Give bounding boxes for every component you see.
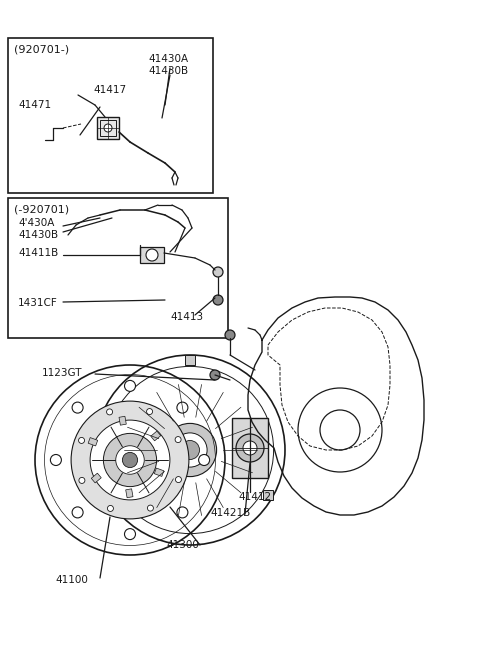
- Text: 4'430A: 4'430A: [18, 218, 54, 228]
- Circle shape: [71, 401, 189, 519]
- Circle shape: [147, 505, 154, 511]
- Circle shape: [199, 455, 210, 466]
- Text: 41430A: 41430A: [148, 54, 188, 64]
- Circle shape: [243, 441, 257, 455]
- Circle shape: [122, 453, 138, 468]
- Text: (920701-): (920701-): [14, 44, 69, 54]
- Circle shape: [108, 505, 113, 511]
- Text: 41300: 41300: [166, 540, 199, 550]
- Text: 1431CF: 1431CF: [18, 298, 58, 308]
- Circle shape: [72, 507, 83, 518]
- Bar: [154, 468, 164, 476]
- Circle shape: [79, 438, 84, 443]
- Bar: [140, 247, 164, 263]
- Circle shape: [225, 330, 235, 340]
- Circle shape: [163, 423, 216, 476]
- Text: 1123GT: 1123GT: [42, 368, 83, 378]
- Circle shape: [72, 402, 83, 413]
- Circle shape: [107, 409, 113, 415]
- Text: 41417: 41417: [93, 85, 126, 95]
- Circle shape: [104, 124, 112, 132]
- Circle shape: [177, 402, 188, 413]
- Circle shape: [79, 478, 85, 484]
- Bar: [107, 490, 117, 500]
- Text: 41100: 41100: [55, 575, 88, 585]
- Circle shape: [213, 295, 223, 305]
- Bar: [185, 355, 195, 365]
- Bar: [263, 490, 273, 500]
- Circle shape: [90, 420, 170, 500]
- Bar: [100, 120, 116, 136]
- Bar: [119, 417, 126, 425]
- Text: 41430B: 41430B: [148, 66, 188, 76]
- Circle shape: [175, 437, 181, 443]
- Circle shape: [213, 267, 223, 277]
- Text: 41412: 41412: [238, 492, 271, 502]
- Bar: [151, 431, 161, 441]
- Bar: [91, 473, 101, 483]
- Circle shape: [210, 370, 220, 380]
- Circle shape: [236, 434, 264, 462]
- Bar: [232, 418, 268, 478]
- Circle shape: [176, 476, 181, 483]
- Bar: [8, 198, 228, 338]
- Circle shape: [103, 434, 156, 487]
- Circle shape: [173, 433, 207, 467]
- Circle shape: [124, 529, 135, 539]
- Circle shape: [180, 440, 200, 459]
- Bar: [126, 489, 133, 498]
- Bar: [97, 117, 119, 139]
- Text: 41421B: 41421B: [210, 508, 250, 518]
- Text: 41413: 41413: [170, 312, 203, 322]
- Bar: [8, 38, 213, 193]
- Text: 41471: 41471: [18, 100, 51, 110]
- Text: (-920701): (-920701): [14, 204, 69, 214]
- Circle shape: [116, 445, 144, 474]
- Circle shape: [177, 507, 188, 518]
- Circle shape: [50, 455, 61, 466]
- Circle shape: [124, 380, 135, 392]
- Circle shape: [146, 409, 153, 415]
- Text: 41411B: 41411B: [18, 248, 58, 258]
- Circle shape: [146, 249, 158, 261]
- Text: 41430B: 41430B: [18, 230, 58, 240]
- Bar: [88, 438, 98, 446]
